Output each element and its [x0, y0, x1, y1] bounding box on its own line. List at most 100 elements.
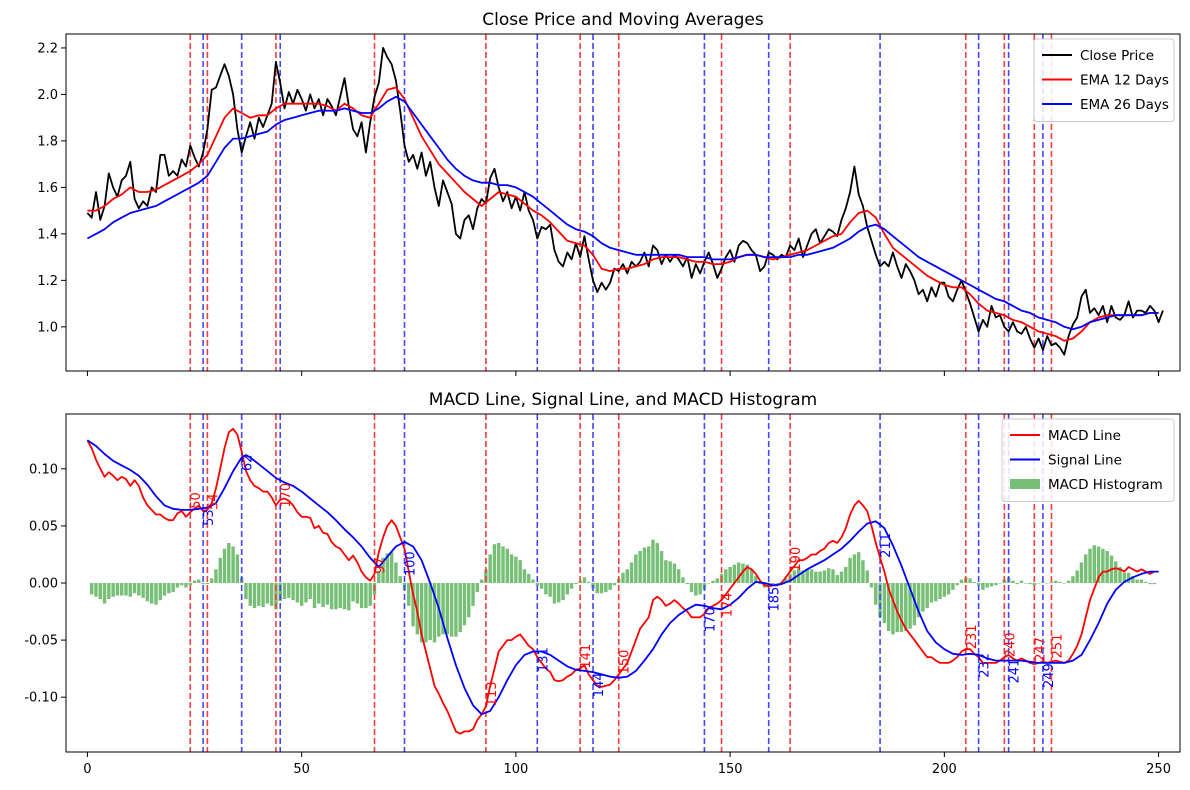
histogram-bar: [826, 568, 831, 583]
histogram-bar: [119, 583, 124, 596]
histogram-bar: [107, 583, 111, 599]
histogram-bar: [102, 583, 107, 604]
histogram-bar: [587, 581, 591, 583]
histogram-bar: [231, 546, 235, 583]
histogram-bar: [646, 546, 651, 583]
macd-panel-title: MACD Line, Signal Line, and MACD Histogr…: [429, 390, 817, 410]
y-tick-label: 1.4: [37, 227, 58, 242]
y-tick-label: 1.2: [37, 274, 58, 289]
histogram-bar: [569, 583, 574, 589]
x-tick-label: 200: [932, 762, 957, 777]
histogram-bar: [218, 557, 222, 583]
histogram-bar: [801, 570, 805, 583]
histogram-bar: [1135, 579, 1139, 583]
histogram-bar: [137, 583, 141, 596]
crossover-label: 54: [206, 493, 221, 510]
histogram-bar: [389, 552, 394, 583]
histogram-bar: [784, 578, 788, 583]
crossover-label: 251: [1050, 634, 1065, 659]
histogram-bar: [411, 583, 415, 627]
axes-frame: [65, 33, 1181, 372]
histogram-bar: [886, 583, 891, 631]
histogram-bar: [972, 581, 977, 583]
histogram-bar: [557, 583, 561, 603]
histogram-bar: [642, 547, 647, 583]
histogram-bar: [321, 583, 325, 607]
histogram-bar: [925, 583, 929, 609]
histogram-bar: [745, 564, 749, 583]
histogram-bar: [368, 583, 372, 606]
histogram-bar: [942, 583, 947, 597]
legend-box: [1033, 38, 1175, 122]
y-tick-label: 0.00: [29, 577, 58, 592]
histogram-bar: [1131, 576, 1135, 583]
histogram-bar: [282, 583, 287, 599]
histogram-bar: [269, 583, 274, 606]
histogram-bar: [668, 561, 672, 583]
histogram-bar: [1015, 583, 1019, 585]
histogram-bar: [235, 554, 240, 583]
histogram-bar: [994, 583, 998, 586]
histogram-bar: [835, 575, 839, 583]
y-tick-label: 2.2: [37, 41, 58, 56]
histogram-bar: [248, 583, 252, 606]
histogram-bar: [664, 560, 668, 583]
histogram-bar: [689, 583, 694, 593]
price-panel-title: Close Price and Moving Averages: [482, 10, 764, 30]
histogram-bar: [1058, 581, 1062, 583]
histogram-bar: [818, 571, 822, 583]
histogram-bar: [634, 554, 638, 583]
histogram-bar: [1096, 546, 1101, 583]
legend-label: EMA 26 Days: [1080, 97, 1169, 113]
histogram-bar: [805, 569, 809, 583]
crossover-label: 211: [879, 533, 894, 558]
histogram-bar: [655, 543, 659, 583]
histogram-bar: [946, 583, 951, 595]
histogram-bar: [865, 570, 869, 583]
histogram-bar: [908, 583, 912, 629]
histogram-bar: [792, 570, 797, 583]
histogram-bar: [869, 583, 874, 588]
histogram-bar: [94, 583, 98, 597]
x-tick-label: 150: [718, 762, 743, 777]
histogram-bar: [599, 583, 604, 594]
histogram-bar: [736, 562, 741, 583]
histogram-bar: [844, 567, 848, 583]
histogram-bar: [244, 583, 248, 599]
histogram-bar: [608, 583, 612, 590]
crossover-label: 53: [202, 509, 217, 526]
histogram-bar: [574, 583, 578, 585]
histogram-bar: [1049, 581, 1054, 583]
crossover-label: 241: [1008, 659, 1023, 684]
histogram-bar: [955, 583, 959, 586]
histogram-bar: [1148, 583, 1152, 585]
legend-swatch: [1010, 479, 1040, 489]
histogram-bar: [1024, 583, 1028, 584]
histogram-bar: [706, 583, 711, 584]
crossover-label: 240: [1003, 632, 1018, 657]
legend-label: MACD Line: [1048, 428, 1121, 444]
crossover-label: 97: [373, 557, 388, 574]
y-tick-label: 1.6: [37, 181, 58, 196]
histogram-bar: [938, 583, 942, 599]
histogram-bar: [1114, 561, 1118, 583]
histogram-bar: [167, 583, 171, 594]
crossover-label: 100: [403, 551, 418, 576]
histogram-bar: [775, 583, 779, 584]
histogram-bar: [205, 583, 210, 585]
histogram-bar: [728, 567, 732, 583]
histogram-bar: [471, 583, 475, 606]
histogram-bar: [895, 583, 899, 633]
x-tick-label: 50: [293, 762, 310, 777]
histogram-bar: [287, 583, 291, 598]
histogram-bar: [724, 569, 728, 583]
histogram-bar: [145, 583, 150, 602]
histogram-bar: [1032, 583, 1037, 586]
histogram-bar: [527, 573, 531, 583]
histogram-bar: [505, 548, 510, 583]
histogram-bar: [822, 570, 827, 583]
histogram-bar: [676, 569, 681, 583]
histogram-bar: [295, 583, 300, 603]
